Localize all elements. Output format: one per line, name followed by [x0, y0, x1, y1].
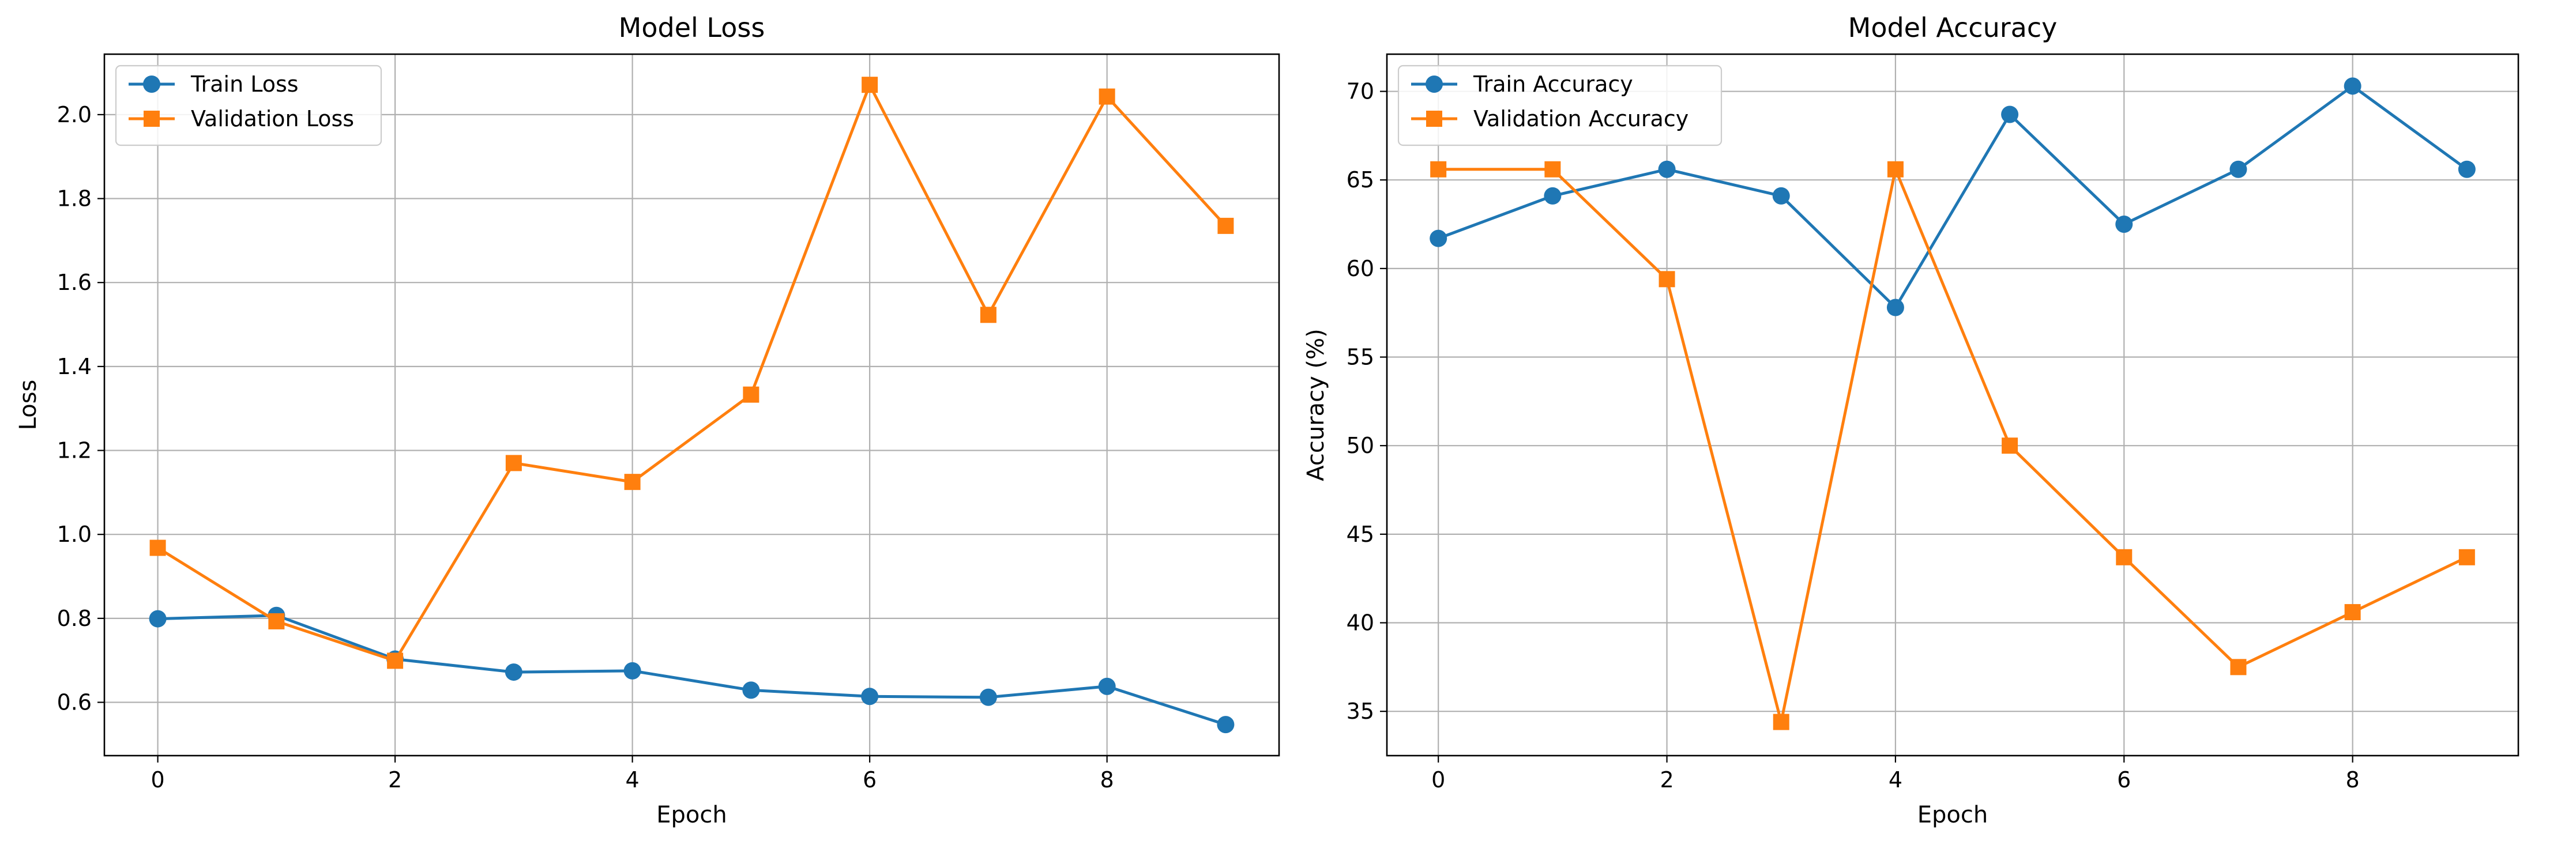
data-point: [861, 688, 879, 705]
chart-title: Model Accuracy: [1848, 12, 2058, 43]
data-point: [149, 610, 167, 628]
y-axis-label: Accuracy (%): [1303, 329, 1329, 481]
series-line: [1438, 84, 2468, 309]
series-line: [1438, 168, 2468, 724]
data-point: [1099, 88, 1115, 105]
data-point: [743, 386, 759, 403]
legend-box: [1397, 65, 1723, 146]
y-tick-label: 65: [1347, 167, 1374, 193]
axes-frame: [1386, 53, 2519, 757]
y-tick-label: 1.2: [57, 438, 92, 463]
series-train-accuracy: [1430, 77, 2476, 316]
y-tick-label: 1.0: [57, 522, 92, 547]
x-tick-label: 8: [2346, 767, 2360, 793]
data-point: [1430, 161, 1447, 178]
data-point: [1773, 714, 1789, 730]
chart-title: Model Loss: [619, 12, 765, 43]
y-tick-label: 60: [1347, 256, 1374, 281]
data-point: [505, 455, 522, 471]
data-point: [268, 613, 285, 629]
legend-label: Validation Loss: [191, 106, 354, 131]
x-tick-label: 2: [388, 767, 402, 793]
y-tick-label: 70: [1347, 79, 1374, 104]
data-point: [1544, 161, 1561, 178]
x-tick-label: 0: [151, 767, 164, 793]
legend-marker: [1426, 111, 1442, 127]
y-tick-label: 0.8: [57, 606, 92, 631]
data-point: [862, 77, 878, 93]
x-tick-label: 4: [1889, 767, 1902, 793]
data-point: [149, 539, 166, 556]
data-point: [2001, 105, 2019, 123]
y-tick-label: 0.6: [57, 690, 92, 715]
y-tick-label: 40: [1347, 610, 1374, 636]
y-tick-label: 1.8: [57, 186, 92, 212]
data-point: [1886, 299, 1904, 316]
y-tick-label: 50: [1347, 433, 1374, 458]
legend-label: Train Accuracy: [1473, 71, 1633, 97]
data-point: [2344, 77, 2361, 95]
data-point: [623, 662, 641, 680]
chart-1: 0 2 4 6 8 35 40 45 50 55 60 65 70 Model Accuracy Epoch…: [1303, 12, 2519, 828]
y-axis-label: Loss: [15, 380, 42, 431]
data-point: [1217, 217, 1234, 234]
legend-marker: [1426, 76, 1443, 93]
legend-marker: [144, 111, 160, 127]
legend-label: Train Loss: [190, 71, 299, 97]
y-tick-label: 2.0: [57, 102, 92, 127]
grid: [1387, 54, 2518, 756]
legend-marker: [143, 76, 160, 93]
legend: Train Accuracy Validation Accuracy: [1397, 65, 1723, 146]
y-tick-label: 55: [1347, 345, 1374, 370]
data-point: [1772, 187, 1790, 205]
data-point: [2344, 604, 2361, 621]
series-train-loss: [149, 606, 1235, 734]
data-point: [2116, 549, 2133, 565]
data-point: [1658, 160, 1676, 178]
x-tick-label: 0: [1431, 767, 1445, 793]
data-point: [742, 681, 760, 699]
x-tick-label: 2: [1660, 767, 1674, 793]
data-point: [1887, 161, 1904, 178]
data-point: [2115, 216, 2133, 233]
series-line: [157, 83, 1227, 662]
legend-box: [115, 65, 382, 146]
legend: Train Loss Validation Loss: [115, 65, 382, 146]
x-tick-label: 6: [863, 767, 877, 793]
data-point: [2229, 160, 2247, 178]
y-tick-label: 1.4: [57, 354, 92, 379]
data-point: [2458, 160, 2476, 178]
data-point: [387, 652, 404, 669]
data-point: [505, 663, 522, 681]
y-tick-label: 1.6: [57, 270, 92, 295]
legend-label: Validation Accuracy: [1473, 106, 1688, 131]
y-tick-label: 45: [1347, 522, 1374, 547]
data-point: [1544, 187, 1562, 205]
x-axis-label: Epoch: [1917, 802, 1988, 828]
data-point: [1659, 271, 1675, 288]
x-tick-label: 4: [626, 767, 640, 793]
data-point: [2230, 659, 2247, 676]
grid: [104, 54, 1279, 756]
data-point: [624, 474, 641, 490]
y-tick-label: 35: [1347, 699, 1374, 724]
data-point: [1217, 716, 1235, 734]
series-validation-loss: [149, 77, 1234, 669]
chart-0: 0 2 4 6 8 0.6 0.8 1.0 1.2 1.4 1.6 1.8 2.0 Model Loss E…: [15, 12, 1280, 828]
data-point: [979, 688, 997, 706]
x-axis-label: Epoch: [656, 802, 727, 828]
data-point: [1098, 677, 1116, 695]
series-line: [157, 614, 1227, 726]
series-validation-accuracy: [1430, 161, 2475, 730]
data-point: [980, 307, 996, 323]
x-tick-label: 6: [2117, 767, 2131, 793]
data-point: [1430, 229, 1447, 247]
data-point: [2002, 437, 2018, 454]
x-tick-label: 8: [1100, 767, 1114, 793]
axes-frame: [103, 53, 1280, 757]
data-point: [2458, 549, 2475, 565]
